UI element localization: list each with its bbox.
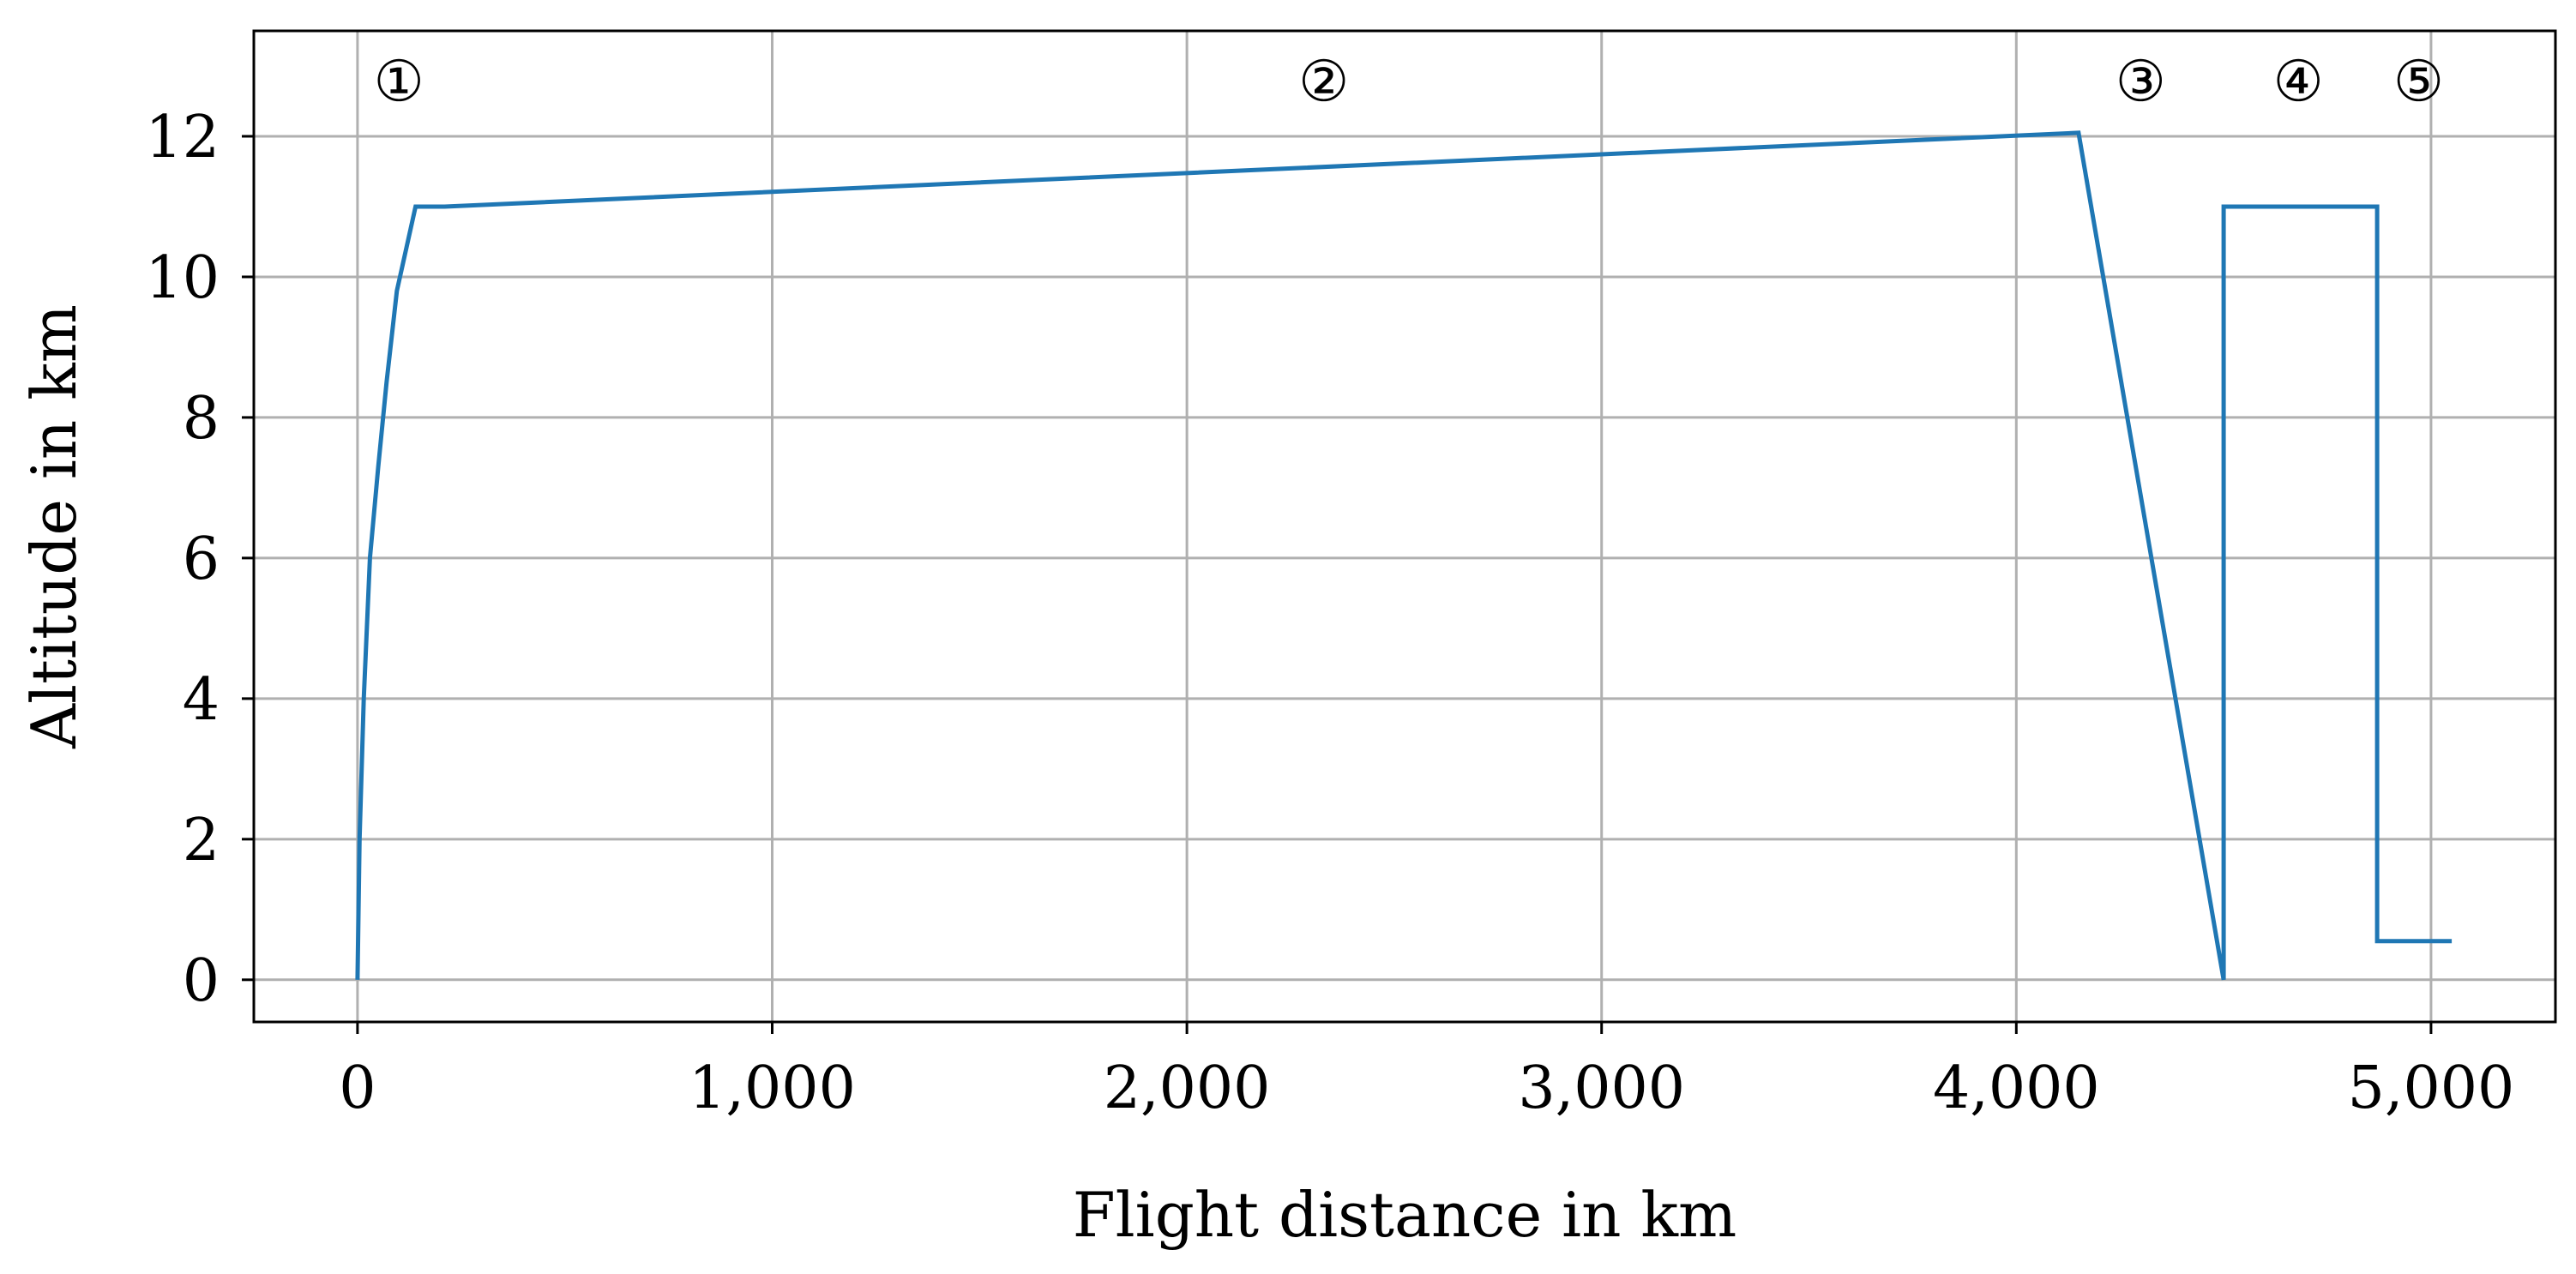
x-tick-label: 1,000 [689,1055,856,1122]
y-tick-label: 8 [183,385,220,453]
y-tick-label: 10 [145,244,220,312]
x-tick-label: 2,000 [1104,1055,1271,1122]
y-tick-label: 2 [183,807,220,874]
tick-labels: 0 1,000 2,000 3,000 4,000 5,000 0 2 4 6 8 10 12 [145,104,2514,1122]
grid [254,31,2555,1022]
y-tick-label: 4 [183,666,220,734]
x-axis-title: Flight distance in km [1073,1179,1737,1251]
y-tick-label: 12 [145,104,220,171]
x-tick-label: 4,000 [1933,1055,2100,1122]
x-tick-label: 5,000 [2348,1055,2515,1122]
series-layer [355,130,2453,981]
series-line [355,130,2453,981]
plot-area-frame [252,29,2557,1024]
phase-label: ⑤ [2393,48,2444,114]
x-tick-label: 3,000 [1518,1055,1685,1122]
phase-label: ④ [2273,48,2324,114]
phase-label: ② [1298,48,1349,114]
y-tick-label: 0 [183,947,220,1015]
x-tick-label: 0 [339,1055,376,1122]
y-tick-label: 6 [183,526,220,593]
y-axis-title: Altitude in km [18,304,90,749]
phase-label: ③ [2116,48,2166,114]
phase-annotations: ① ② ③ ④ ⑤ [374,48,2444,114]
phase-label: ① [374,48,424,114]
